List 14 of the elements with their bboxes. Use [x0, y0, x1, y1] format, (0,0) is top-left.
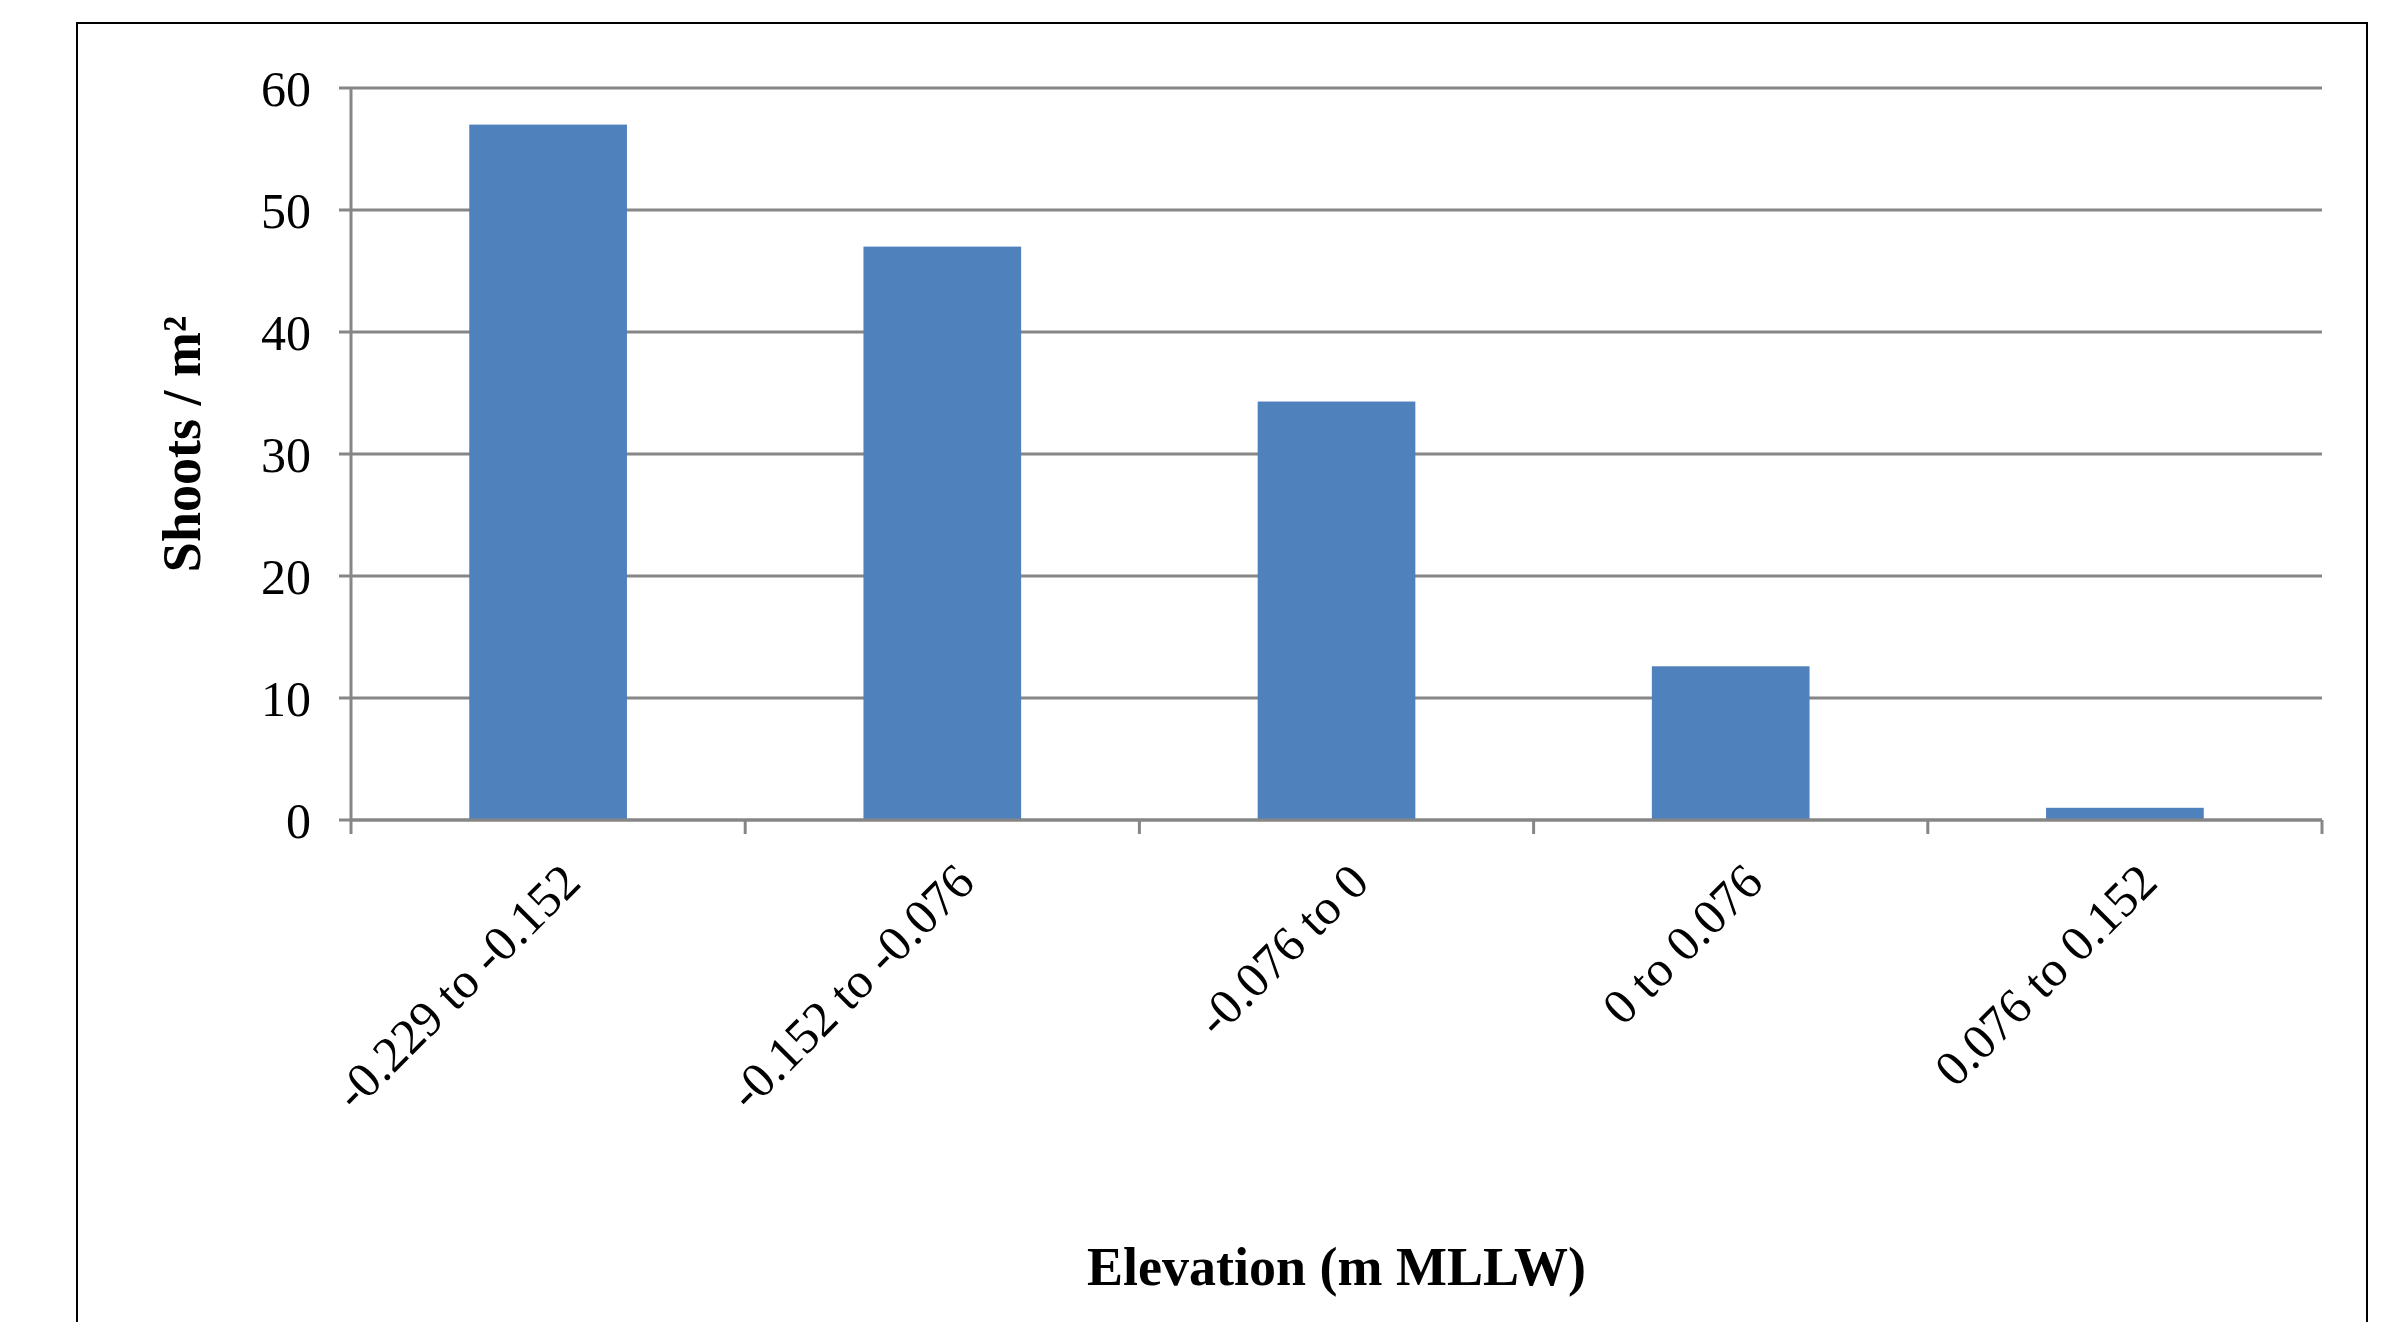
y-tick-label: 30 [261, 426, 311, 483]
bar [2046, 807, 2204, 820]
bar [1651, 666, 1810, 820]
bar [1257, 401, 1416, 820]
y-tick-label: 60 [261, 60, 311, 117]
y-tick-label: 50 [261, 182, 311, 239]
y-axis-title: Shoots / m² [152, 315, 212, 573]
bar [863, 246, 1022, 820]
y-tick-label: 40 [261, 304, 311, 361]
y-tick-label: 10 [261, 670, 311, 727]
x-axis-title: Elevation (m MLLW) [1087, 1237, 1586, 1297]
y-tick-label: 0 [286, 792, 311, 849]
bar [469, 124, 627, 820]
y-tick-label: 20 [261, 548, 311, 605]
